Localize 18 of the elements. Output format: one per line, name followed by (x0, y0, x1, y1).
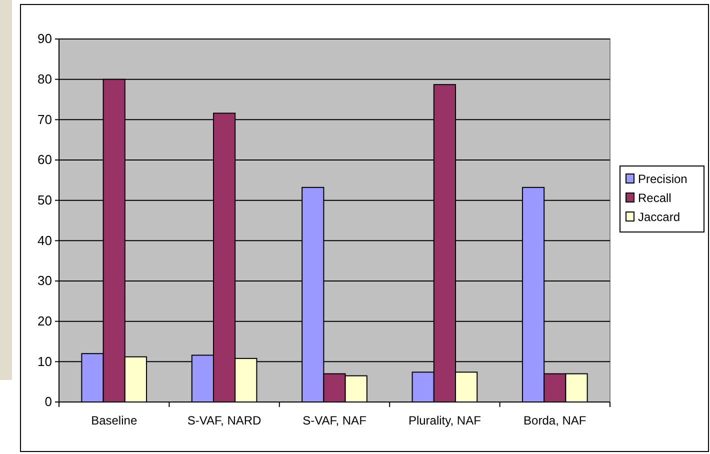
x-tick-label: Borda, NAF (524, 414, 586, 428)
x-tick-label: S-VAF, NAF (302, 414, 366, 428)
y-tick-label: 30 (38, 273, 52, 288)
x-tick-label: S-VAF, NARD (187, 414, 262, 428)
x-tick-label: Baseline (91, 414, 138, 428)
y-tick-label: 20 (38, 313, 52, 328)
y-tick-label: 10 (38, 354, 52, 369)
legend-label: Recall (638, 191, 672, 205)
y-tick-label: 0 (44, 394, 52, 410)
legend-label: Jaccard (638, 210, 680, 224)
y-tick-label: 50 (38, 192, 52, 208)
legend-label: Precision (638, 172, 688, 186)
y-tick-label: 90 (38, 31, 52, 46)
y-tick-label: 70 (38, 112, 52, 127)
y-tick-label: 40 (38, 232, 52, 248)
y-tick-label: 60 (38, 152, 52, 168)
y-tick-label: 80 (38, 71, 52, 86)
x-tick-label: Plurality, NAF (408, 414, 481, 428)
